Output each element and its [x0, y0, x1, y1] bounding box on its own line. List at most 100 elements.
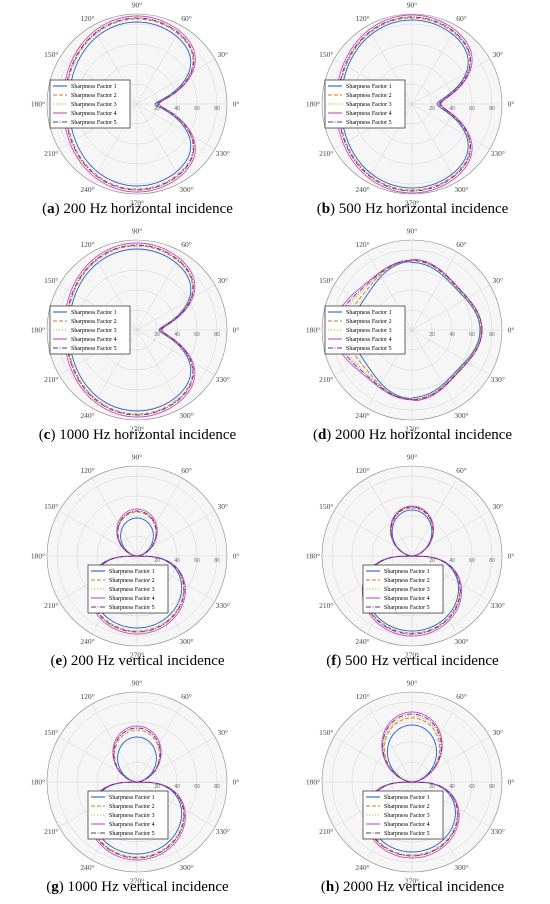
- radial-tick-h-1: 40: [449, 784, 455, 790]
- polar-spoke-h-150: [333, 736, 413, 783]
- caption-g: (g) 1000 Hz vertical incidence: [46, 879, 229, 895]
- angle-label-f-8: 210°: [319, 601, 333, 610]
- angle-label-g-11: 120°: [80, 692, 94, 701]
- angle-label-b-2: 30°: [492, 50, 503, 59]
- legend-label-e-5: Sharpness Factor 5: [109, 605, 155, 611]
- legend-label-h-5: Sharpness Factor 5: [384, 831, 430, 837]
- radial-tick-g-1: 40: [174, 784, 180, 790]
- legend-label-a-5: Sharpness Factor 5: [71, 120, 117, 126]
- legend-label-f-4: Sharpness Factor 4: [384, 596, 430, 602]
- angle-label-c-7: 240°: [80, 411, 94, 420]
- caption-text-h: 2000 Hz vertical incidence: [342, 879, 505, 895]
- legend-label-c-1: Sharpness Factor 1: [71, 310, 117, 316]
- radial-tick-e-1: 40: [174, 558, 180, 564]
- radial-tick-b-2: 60: [469, 106, 475, 112]
- angle-label-a-3: 0°: [233, 100, 240, 109]
- radial-tick-b-1: 40: [449, 106, 455, 112]
- angle-label-c-11: 120°: [80, 240, 94, 249]
- polar-spoke-d-330: [411, 329, 491, 376]
- polar-spoke-b-60: [411, 25, 458, 105]
- angle-label-b-10: 150°: [319, 50, 333, 59]
- angle-label-g-6: 270°: [130, 877, 144, 886]
- polar-spoke-h-120: [366, 703, 413, 783]
- legend-box-e: [87, 564, 169, 614]
- radial-tick-f-0: 20: [429, 558, 435, 564]
- angle-label-a-10: 150°: [44, 50, 58, 59]
- radial-tick-h-2: 60: [469, 784, 475, 790]
- legend-label-d-1: Sharpness Factor 1: [346, 310, 392, 316]
- polar-spoke-a-300: [136, 103, 183, 183]
- legend-label-b-3: Sharpness Factor 3: [346, 102, 392, 108]
- legend-g: Sharpness Factor 1 Sharpness Factor 2 Shar…: [87, 790, 169, 840]
- legend-label-c-4: Sharpness Factor 4: [71, 337, 117, 343]
- angle-label-c-2: 30°: [217, 276, 228, 285]
- radial-tick-e-2: 60: [194, 558, 200, 564]
- legend-label-d-4: Sharpness Factor 4: [346, 337, 392, 343]
- polar-grid-c: [46, 239, 228, 421]
- polar-spoke-h-30: [411, 736, 491, 783]
- caption-label-f: f: [331, 653, 337, 669]
- legend-label-e-2: Sharpness Factor 2: [109, 578, 155, 584]
- legend-label-b-4: Sharpness Factor 4: [346, 111, 392, 117]
- series-line-f-5: [363, 506, 461, 635]
- panel-f: 90° 60° 30° 0° 330° 300° 270° 240° 210° 180° 150° 1…: [275, 452, 550, 678]
- angle-label-c-6: 270°: [130, 425, 144, 434]
- caption-label-e: e: [55, 653, 63, 669]
- legend-label-b-1: Sharpness Factor 1: [346, 84, 392, 90]
- angle-label-a-9: 180°: [31, 100, 45, 109]
- legend-label-f-1: Sharpness Factor 1: [384, 569, 430, 575]
- caption-text-g: 1000 Hz vertical incidence: [67, 879, 229, 895]
- legend-label-h-2: Sharpness Factor 2: [384, 804, 430, 810]
- radial-tick-a-3: 80: [214, 106, 220, 112]
- legend-box-h: [362, 790, 444, 840]
- angle-label-d-0: 90°: [407, 227, 418, 236]
- legend-box-f: [362, 564, 444, 614]
- angle-label-e-5: 300°: [179, 637, 193, 646]
- radial-tick-f-3: 80: [489, 558, 495, 564]
- legend-box-b: [324, 79, 406, 129]
- polar-spoke-e-60: [136, 477, 183, 557]
- angle-label-a-2: 30°: [217, 50, 228, 59]
- series-line-h-5: [365, 713, 459, 857]
- angle-label-b-9: 180°: [306, 100, 320, 109]
- polar-spoke-a-30: [136, 58, 216, 105]
- angle-label-h-5: 300°: [454, 863, 468, 872]
- angle-label-d-8: 210°: [319, 375, 333, 384]
- angle-label-g-3: 0°: [233, 778, 240, 787]
- angle-label-b-11: 120°: [355, 14, 369, 23]
- legend-box-a: [49, 79, 131, 129]
- angle-label-h-8: 210°: [319, 827, 333, 836]
- radial-tick-e-3: 80: [214, 558, 220, 564]
- polar-spoke-e-330: [136, 555, 216, 602]
- angle-label-g-4: 330°: [216, 827, 230, 836]
- angle-label-a-6: 270°: [130, 199, 144, 208]
- polar-spoke-b-330: [411, 103, 491, 150]
- polar-spoke-c-300: [136, 329, 183, 409]
- angle-label-c-9: 180°: [31, 326, 45, 335]
- caption-label-d: d: [317, 427, 327, 443]
- legend-d: Sharpness Factor 1 Sharpness Factor 2 Shar…: [324, 305, 406, 355]
- angle-label-b-8: 210°: [319, 149, 333, 158]
- legend-label-g-2: Sharpness Factor 2: [109, 804, 155, 810]
- legend-box-d: [324, 305, 406, 355]
- legend-label-d-2: Sharpness Factor 2: [346, 319, 392, 325]
- polar-spoke-h-330: [411, 781, 491, 828]
- angle-label-b-0: 90°: [407, 1, 418, 10]
- radial-tick-c-1: 40: [174, 332, 180, 338]
- angle-label-b-5: 300°: [454, 185, 468, 194]
- caption-text-d: 2000 Hz horizontal incidence: [335, 427, 513, 443]
- angle-label-d-1: 60°: [456, 240, 467, 249]
- angle-label-h-6: 270°: [405, 877, 419, 886]
- legend-box-c: [49, 305, 131, 355]
- angle-label-h-9: 180°: [306, 778, 320, 787]
- angle-label-d-5: 300°: [454, 411, 468, 420]
- angle-label-a-11: 120°: [80, 14, 94, 23]
- polar-spoke-f-330: [411, 555, 491, 602]
- angle-label-e-10: 150°: [44, 502, 58, 511]
- legend-label-a-4: Sharpness Factor 4: [71, 111, 117, 117]
- legend-label-f-5: Sharpness Factor 5: [384, 605, 430, 611]
- angle-label-f-9: 180°: [306, 552, 320, 561]
- caption-label-g: g: [51, 879, 59, 895]
- radial-tick-d-1: 40: [449, 332, 455, 338]
- legend-label-g-1: Sharpness Factor 1: [109, 795, 155, 801]
